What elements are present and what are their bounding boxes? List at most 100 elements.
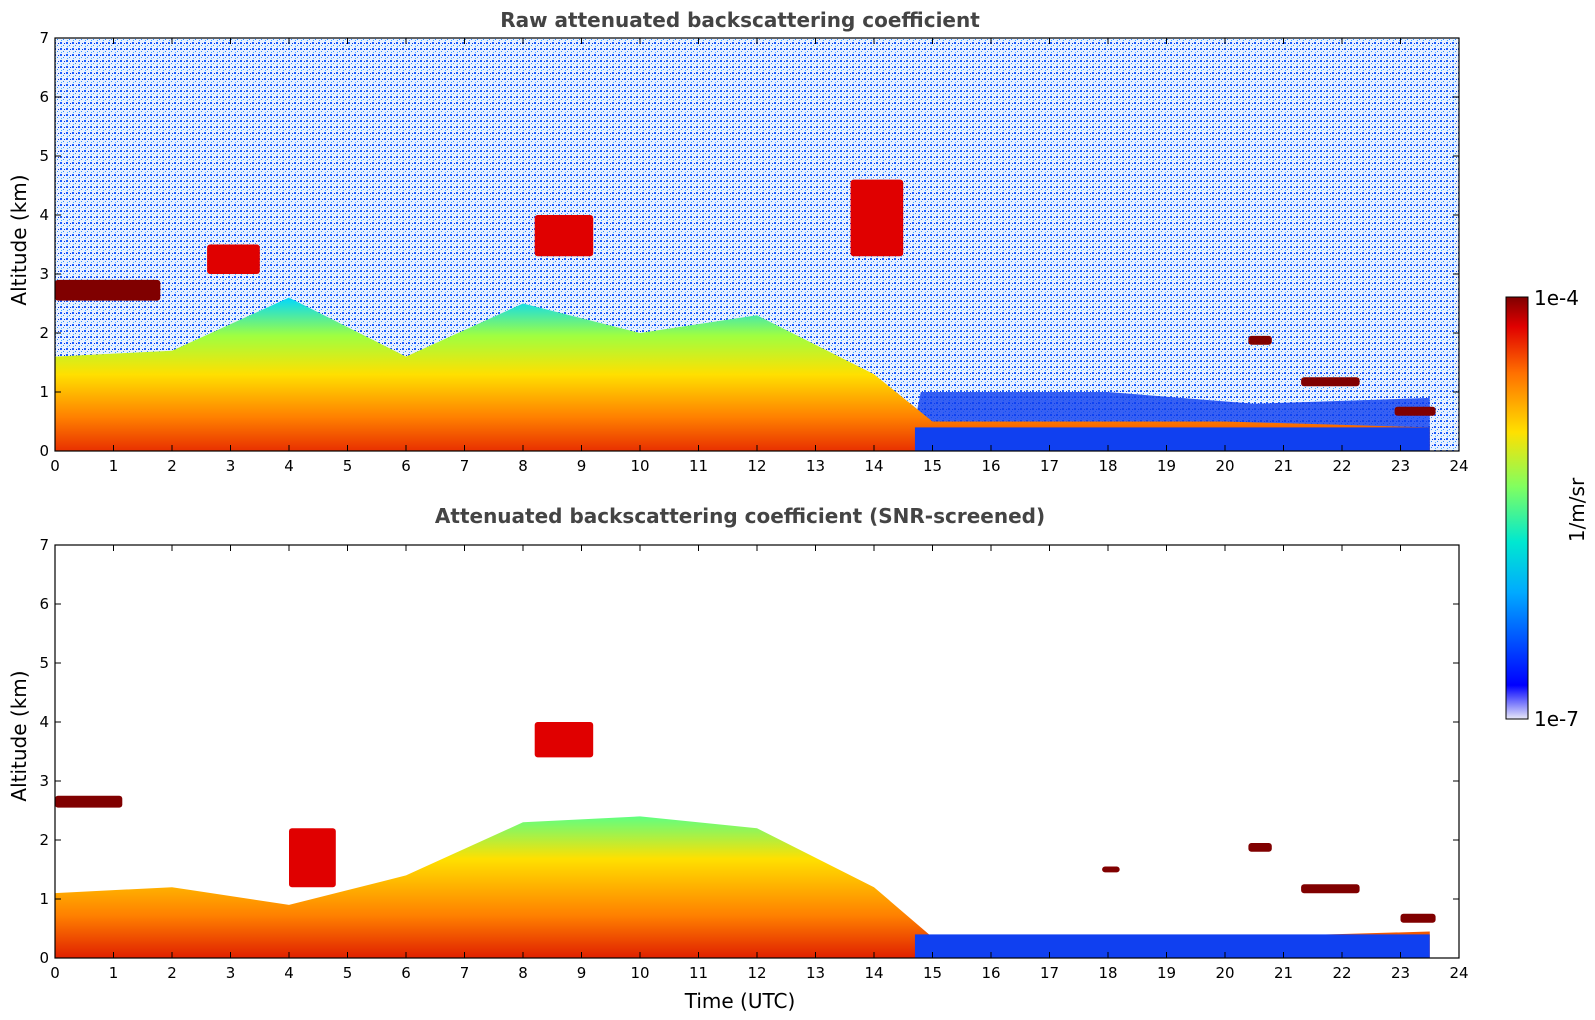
layer-2 bbox=[534, 722, 594, 758]
x-tick-label: 20 bbox=[1215, 964, 1234, 982]
colorbar: 1e-4 1e-7 1/m/sr bbox=[1505, 286, 1589, 731]
raw-y-axis-label: Altitude (km) bbox=[7, 174, 31, 305]
x-tick-label: 7 bbox=[460, 457, 470, 475]
x-tick-label: 4 bbox=[284, 964, 294, 982]
raw-plot-area bbox=[55, 38, 1459, 451]
layer-3 bbox=[1102, 866, 1120, 873]
x-tick-label: 0 bbox=[50, 964, 60, 982]
x-tick-label: 21 bbox=[1274, 964, 1293, 982]
y-tick-label: 6 bbox=[39, 88, 49, 106]
colorbar-unit-label: 1/m/sr bbox=[1565, 477, 1589, 542]
x-tick-label: 10 bbox=[630, 457, 649, 475]
layer-1 bbox=[289, 828, 336, 888]
x-tick-label: 15 bbox=[923, 457, 942, 475]
boundary-layer-region bbox=[55, 297, 1430, 451]
x-tick-label: 19 bbox=[1157, 457, 1176, 475]
snr-panel-title: Attenuated backscattering coefficient (S… bbox=[435, 504, 1045, 528]
y-tick-label: 1 bbox=[39, 890, 49, 908]
x-tick-label: 6 bbox=[401, 457, 411, 475]
x-tick-label: 6 bbox=[401, 964, 411, 982]
y-tick-label: 0 bbox=[39, 442, 49, 460]
x-tick-label: 3 bbox=[226, 457, 236, 475]
boundary-layer-region bbox=[55, 816, 1430, 958]
layer-1 bbox=[207, 244, 260, 274]
x-tick-label: 16 bbox=[981, 457, 1000, 475]
x-tick-label: 22 bbox=[1332, 457, 1351, 475]
raw-backscatter-panel: Raw attenuated backscattering coefficien… bbox=[7, 8, 1469, 475]
surface-layer-band bbox=[914, 427, 1430, 451]
colorbar-gradient bbox=[1505, 296, 1529, 720]
x-tick-label: 1 bbox=[109, 457, 119, 475]
x-tick-label: 10 bbox=[630, 964, 649, 982]
x-tick-label: 11 bbox=[689, 457, 708, 475]
snr-y-axis-label: Altitude (km) bbox=[7, 670, 31, 801]
x-tick-label: 18 bbox=[1098, 457, 1117, 475]
x-tick-label: 17 bbox=[1040, 457, 1059, 475]
y-tick-label: 1 bbox=[39, 383, 49, 401]
x-tick-label: 12 bbox=[747, 457, 766, 475]
x-tick-label: 15 bbox=[923, 964, 942, 982]
x-tick-label: 22 bbox=[1332, 964, 1351, 982]
x-tick-label: 9 bbox=[577, 457, 587, 475]
x-tick-label: 5 bbox=[343, 457, 353, 475]
x-tick-label: 12 bbox=[747, 964, 766, 982]
x-tick-label: 14 bbox=[864, 457, 883, 475]
x-tick-label: 17 bbox=[1040, 964, 1059, 982]
y-tick-label: 0 bbox=[39, 949, 49, 967]
x-tick-label: 8 bbox=[518, 964, 528, 982]
x-tick-label: 23 bbox=[1391, 457, 1410, 475]
x-tick-label: 0 bbox=[50, 457, 60, 475]
snr-plot-area bbox=[55, 545, 1459, 958]
y-tick-label: 5 bbox=[39, 147, 49, 165]
y-tick-label: 7 bbox=[39, 29, 49, 47]
x-tick-label: 2 bbox=[167, 457, 177, 475]
layer-6 bbox=[1400, 913, 1436, 923]
layer-2 bbox=[534, 215, 594, 257]
x-tick-label: 1 bbox=[109, 964, 119, 982]
x-axis-label: Time (UTC) bbox=[684, 989, 796, 1013]
layer-0 bbox=[55, 279, 161, 301]
x-tick-label: 24 bbox=[1449, 457, 1468, 475]
snr-axes: 0 1 2 3 4 5 6 7 8 9 10 11 12 13 14 15 16 17 18 19 20 21 22 23 24… bbox=[39, 536, 1468, 982]
x-tick-label: 2 bbox=[167, 964, 177, 982]
x-tick-label: 7 bbox=[460, 964, 470, 982]
x-tick-label: 11 bbox=[689, 964, 708, 982]
x-tick-label: 13 bbox=[806, 964, 825, 982]
x-tick-label: 14 bbox=[864, 964, 883, 982]
colorbar-min-label: 1e-7 bbox=[1534, 707, 1579, 731]
surface-layer-band bbox=[914, 934, 1430, 958]
x-tick-label: 8 bbox=[518, 457, 528, 475]
y-tick-label: 4 bbox=[39, 713, 49, 731]
x-tick-label: 5 bbox=[343, 964, 353, 982]
y-tick-label: 3 bbox=[39, 265, 49, 283]
layer-6 bbox=[1394, 406, 1436, 416]
raw-axes: 0 1 2 3 4 5 6 7 8 9 10 11 12 13 14 15 16 17 18 19 20 21 22 23 24… bbox=[39, 29, 1468, 475]
x-tick-label: 4 bbox=[284, 457, 294, 475]
layer-0 bbox=[55, 795, 123, 808]
y-tick-label: 3 bbox=[39, 772, 49, 790]
x-tick-label: 9 bbox=[577, 964, 587, 982]
raw-panel-title: Raw attenuated backscattering coefficien… bbox=[500, 8, 980, 32]
y-tick-label: 2 bbox=[39, 831, 49, 849]
y-tick-label: 4 bbox=[39, 206, 49, 224]
x-tick-label: 18 bbox=[1098, 964, 1117, 982]
x-tick-label: 21 bbox=[1274, 457, 1293, 475]
layer-3 bbox=[850, 179, 904, 257]
x-tick-label: 16 bbox=[981, 964, 1000, 982]
y-tick-label: 6 bbox=[39, 595, 49, 613]
x-tick-label: 23 bbox=[1391, 964, 1410, 982]
y-tick-label: 7 bbox=[39, 536, 49, 554]
colorbar-max-label: 1e-4 bbox=[1534, 286, 1579, 310]
layer-5 bbox=[1301, 377, 1360, 387]
layer-4 bbox=[1248, 843, 1272, 852]
layer-5 bbox=[1301, 884, 1360, 894]
x-tick-label: 24 bbox=[1449, 964, 1468, 982]
y-tick-label: 5 bbox=[39, 654, 49, 672]
layer-4 bbox=[1248, 335, 1272, 345]
x-tick-label: 19 bbox=[1157, 964, 1176, 982]
x-tick-label: 3 bbox=[226, 964, 236, 982]
x-tick-label: 20 bbox=[1215, 457, 1234, 475]
y-tick-label: 2 bbox=[39, 324, 49, 342]
snr-screened-panel: Attenuated backscattering coefficient (S… bbox=[7, 504, 1469, 1013]
